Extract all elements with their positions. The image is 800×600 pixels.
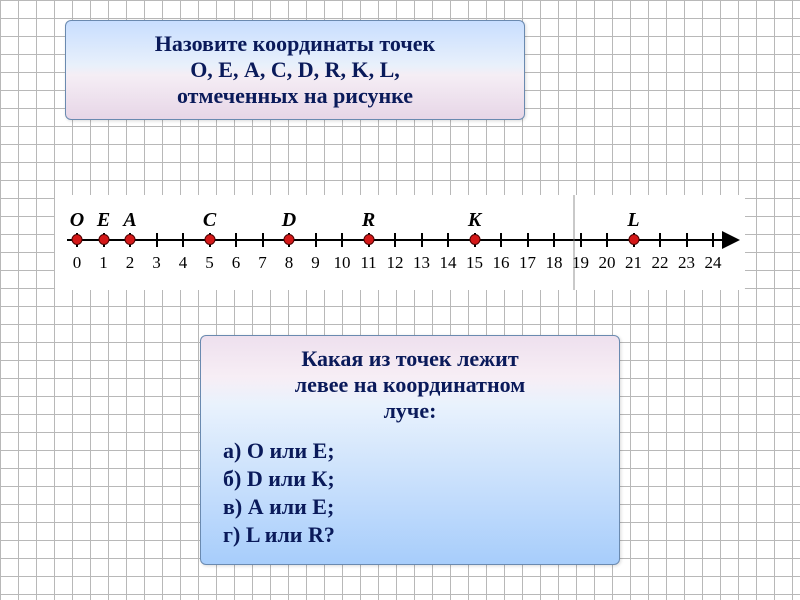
tick <box>156 233 158 247</box>
tick <box>686 233 688 247</box>
top-line-3: отмеченных на рисунке <box>80 83 510 109</box>
tick-label: 15 <box>466 253 483 273</box>
option-a: а) О или Е; <box>219 438 601 464</box>
tick-label: 17 <box>519 253 536 273</box>
tick-label: 10 <box>334 253 351 273</box>
tick-label: 1 <box>99 253 108 273</box>
q-title-line-3: луче: <box>219 398 601 424</box>
tick <box>182 233 184 247</box>
tick <box>553 233 555 247</box>
tick-label: 14 <box>440 253 457 273</box>
tick <box>712 233 714 247</box>
option-c: в) А или Е; <box>219 494 601 520</box>
tick-label: 3 <box>152 253 161 273</box>
tick-label: 20 <box>599 253 616 273</box>
tick-label: 4 <box>179 253 188 273</box>
point-label-E: E <box>97 209 110 232</box>
point-dot-L <box>628 234 639 245</box>
number-line: 0123456789101112131415161718192021222324… <box>67 195 747 290</box>
point-dot-K <box>469 234 480 245</box>
point-dot-R <box>363 234 374 245</box>
point-dot-O <box>72 234 83 245</box>
point-dot-C <box>204 234 215 245</box>
tick-label: 21 <box>625 253 642 273</box>
point-label-O: O <box>70 209 84 232</box>
point-dot-A <box>125 234 136 245</box>
tick-label: 18 <box>546 253 563 273</box>
tick <box>500 233 502 247</box>
point-label-L: L <box>627 209 639 232</box>
q-title-line-1: Какая из точек лежит <box>219 346 601 372</box>
tick <box>262 233 264 247</box>
point-label-A: A <box>123 209 136 232</box>
tick-label: 12 <box>387 253 404 273</box>
tick <box>315 233 317 247</box>
number-line-container: 0123456789101112131415161718192021222324… <box>55 195 745 290</box>
tick-label: 23 <box>678 253 695 273</box>
point-dot-D <box>284 234 295 245</box>
tick-label: 11 <box>360 253 376 273</box>
tick <box>235 233 237 247</box>
seam-line <box>573 195 575 290</box>
tick <box>394 233 396 247</box>
tick-label: 6 <box>232 253 241 273</box>
tick <box>606 233 608 247</box>
point-label-C: C <box>203 209 216 232</box>
tick-label: 7 <box>258 253 267 273</box>
tick-label: 0 <box>73 253 82 273</box>
top-line-1: Назовите координаты точек <box>80 31 510 57</box>
tick <box>341 233 343 247</box>
question-panel-bottom: Какая из точек лежит левее на координатн… <box>200 335 620 565</box>
tick <box>527 233 529 247</box>
tick-label: 5 <box>205 253 214 273</box>
tick-label: 8 <box>285 253 294 273</box>
point-label-D: D <box>282 209 296 232</box>
axis-arrow-icon <box>722 231 740 249</box>
tick-label: 24 <box>705 253 722 273</box>
option-b: б) D или К; <box>219 466 601 492</box>
tick-label: 16 <box>493 253 510 273</box>
point-dot-E <box>98 234 109 245</box>
question-title: Какая из точек лежит левее на координатн… <box>219 346 601 424</box>
tick-label: 2 <box>126 253 135 273</box>
top-line-2: О, Е, А, С, D, R, K, L, <box>80 57 510 83</box>
option-d: г) L или R? <box>219 522 601 548</box>
q-title-line-2: левее на координатном <box>219 372 601 398</box>
point-label-K: K <box>468 209 481 232</box>
tick-label: 13 <box>413 253 430 273</box>
tick-label: 19 <box>572 253 589 273</box>
tick <box>447 233 449 247</box>
tick <box>659 233 661 247</box>
tick-label: 22 <box>652 253 669 273</box>
point-label-R: R <box>362 209 375 232</box>
task-panel-top: Назовите координаты точек О, Е, А, С, D,… <box>65 20 525 120</box>
tick <box>421 233 423 247</box>
tick <box>580 233 582 247</box>
tick-label: 9 <box>311 253 320 273</box>
